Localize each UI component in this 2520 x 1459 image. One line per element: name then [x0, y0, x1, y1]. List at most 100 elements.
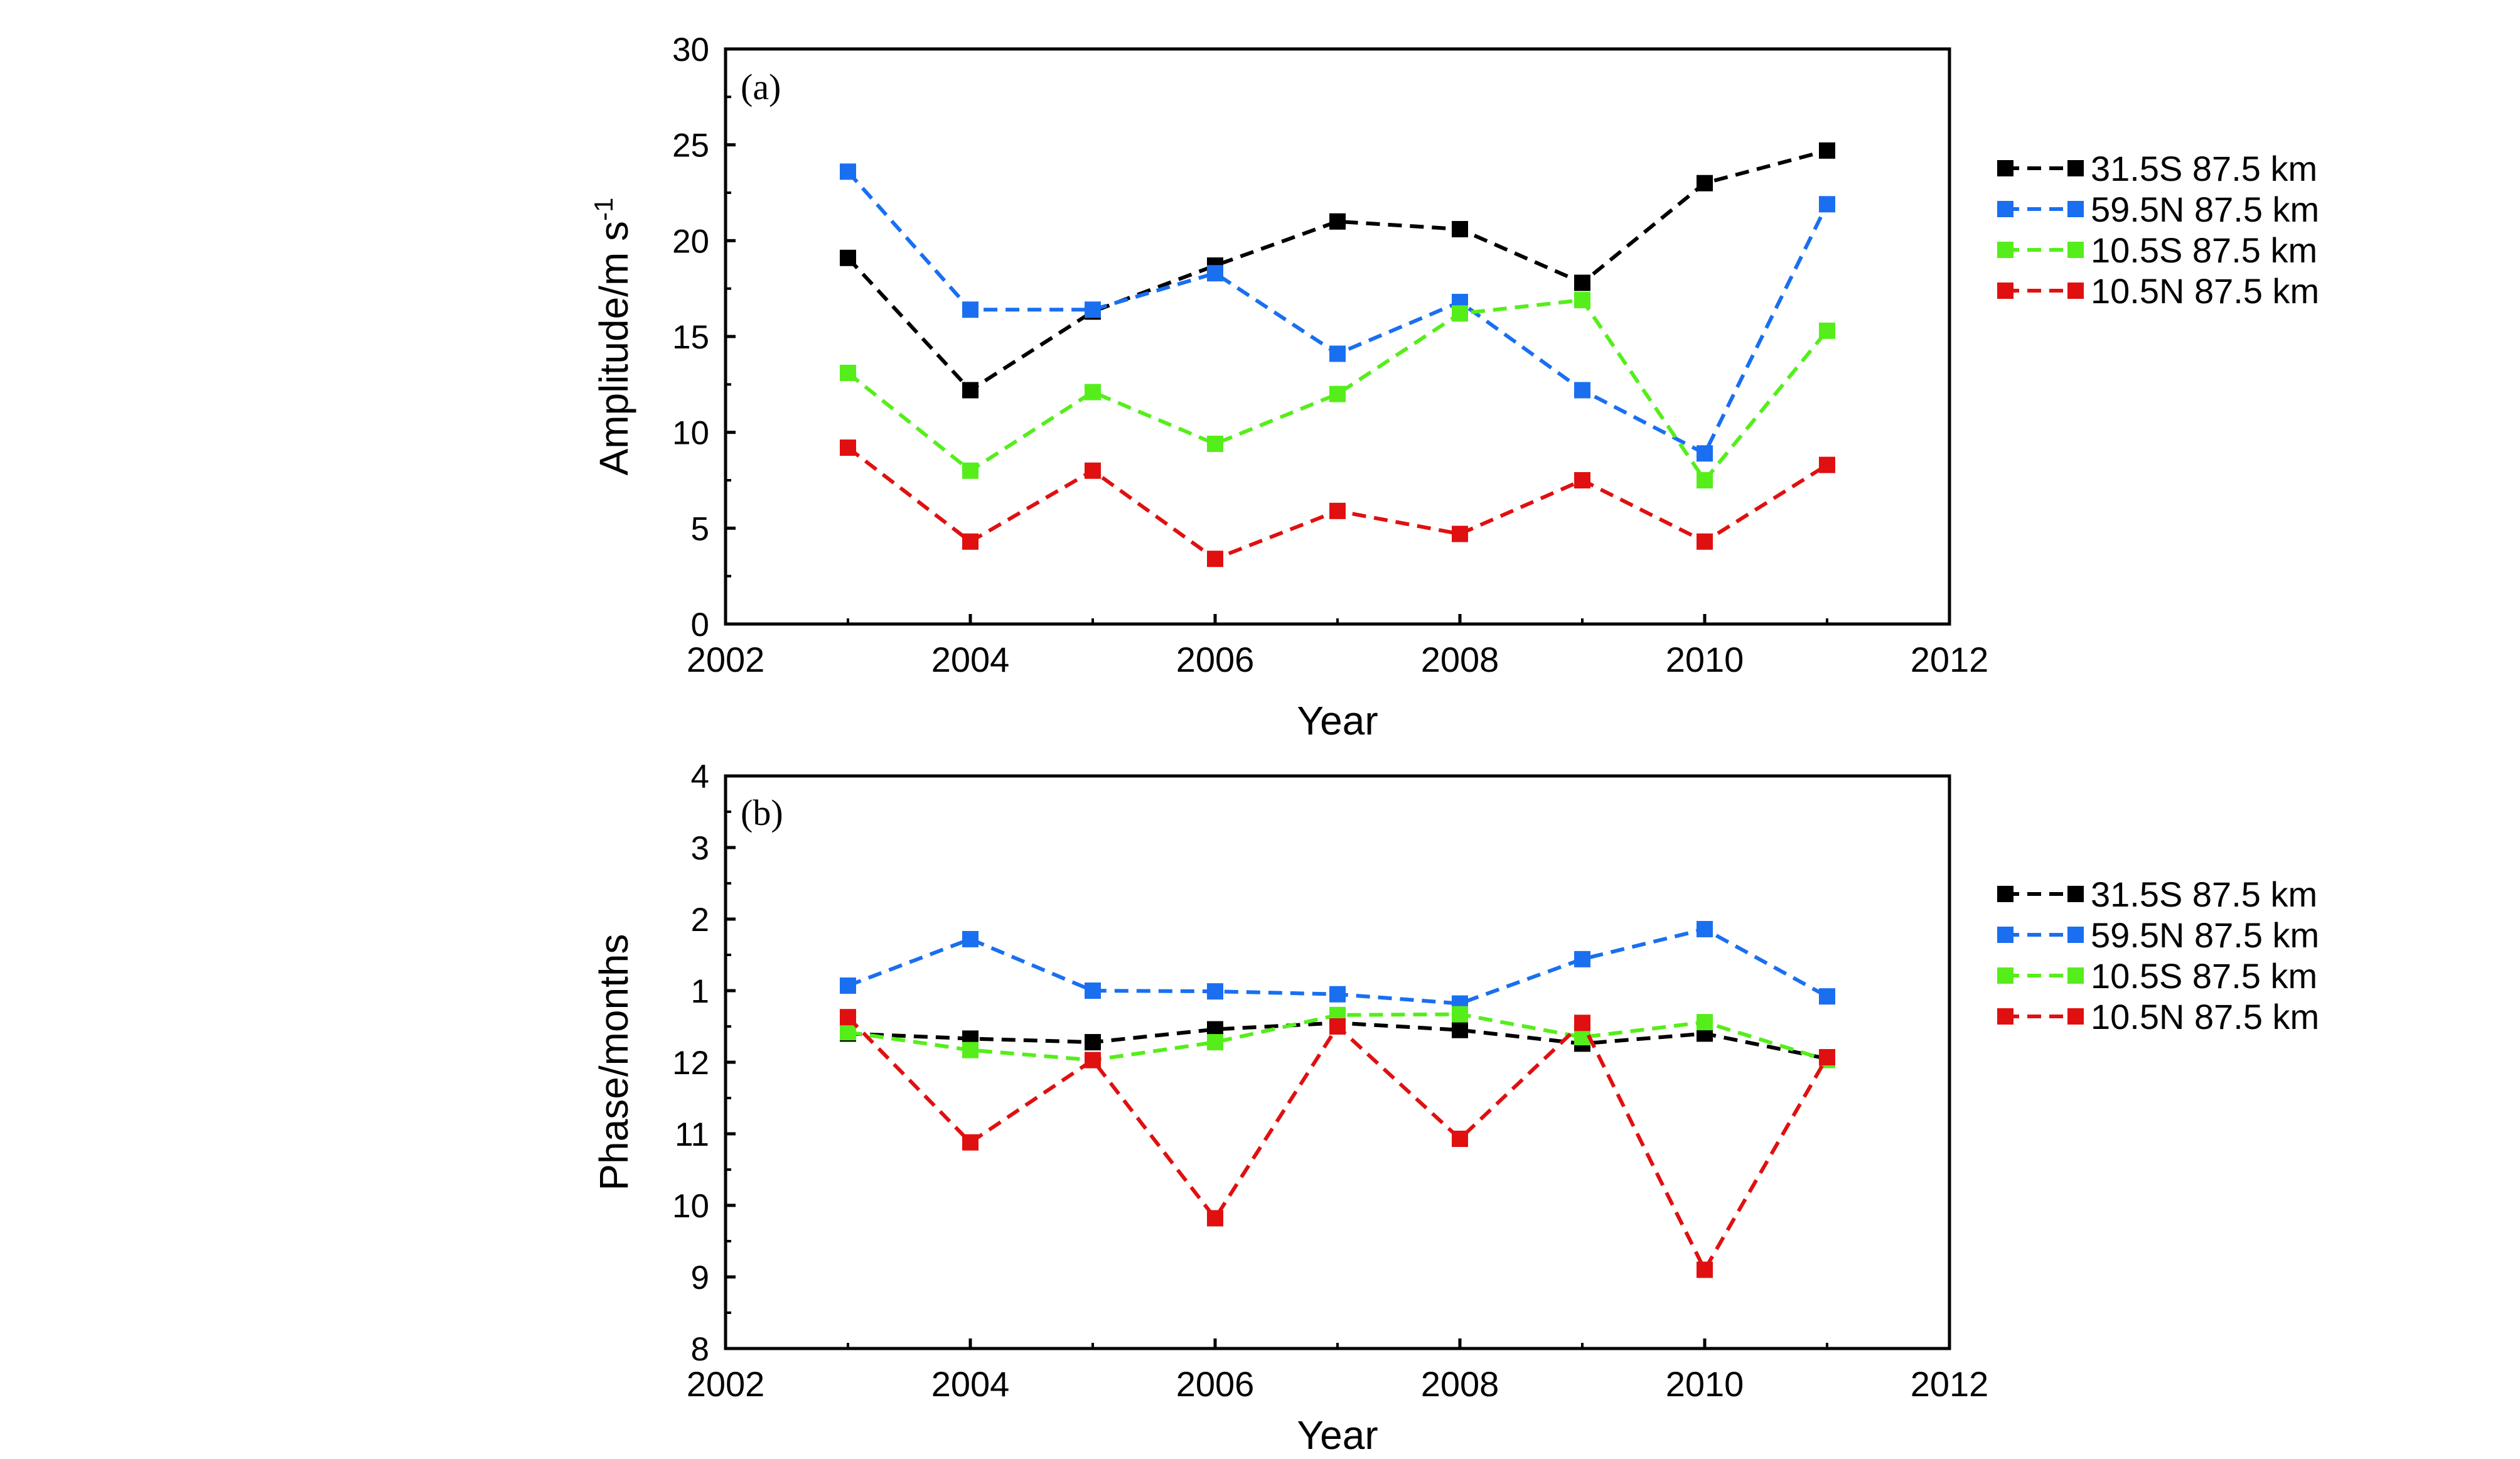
- panel-b-point-59-5n: [1574, 950, 1590, 967]
- panel-a-y-axis-title-superscript: -1: [589, 198, 618, 221]
- panel-b-point-59-5n: [1329, 986, 1346, 1003]
- legend-marker-59-5n: [2067, 201, 2084, 217]
- panel-a-point-59-5n: [1819, 196, 1835, 213]
- panel-b-label: (b): [741, 792, 783, 833]
- panel-b-point-59-5n: [1085, 983, 1101, 999]
- panel-a-label: (a): [741, 67, 781, 107]
- panel-a-ticks: 2002 2004 2006 2008 2010 2012 0 5 10 15 20 25 30: [672, 31, 1988, 679]
- panel-a-y-axis-title-main: Amplitude/m s: [591, 221, 636, 475]
- legend-label-10-5n: 10.5N 87.5 km: [2091, 271, 2319, 311]
- panel-b-point-10-5n: [1819, 1049, 1835, 1066]
- legend-label-59-5n: 59.5N 87.5 km: [2091, 190, 2319, 229]
- panel-a-series-line-10-5s: [847, 298, 1829, 484]
- panel-a-point-10-5s: [962, 462, 979, 479]
- panel-a-point-10-5n: [1574, 472, 1590, 488]
- panel-a-point-59-5n: [1329, 345, 1346, 362]
- panel-b-x-tick-label: 2010: [1666, 1364, 1744, 1404]
- panel-b-point-59-5n: [1697, 920, 1713, 937]
- panel-b-y-axis-title: Phase/months: [591, 934, 636, 1190]
- legend-label-10-5n: 10.5N 87.5 km: [2091, 997, 2319, 1036]
- panel-b-point-10-5n: [1452, 1130, 1468, 1147]
- panel-a-point-10-5s: [1329, 385, 1346, 402]
- panel-a-x-tick-label: 2006: [1176, 640, 1255, 679]
- panel-b-point-10-5n: [1329, 1018, 1346, 1035]
- panel-a-point-10-5n: [1452, 525, 1468, 542]
- panel-a-point-10-5n: [1697, 533, 1713, 550]
- legend-label-31-5s: 31.5S 87.5 km: [2091, 875, 2317, 914]
- panel-a-point-31-5s: [1819, 142, 1835, 159]
- panel-a-x-axis-title: Year: [1297, 698, 1378, 743]
- panel-a-series-marks: [840, 142, 1835, 568]
- panel-a: 2002 2004 2006 2008 2010 2012 0 5 10 15 20 25 30 (a)…: [589, 31, 2319, 743]
- panel-a-point-10-5s: [1085, 384, 1101, 401]
- legend-marker-59-5n: [1997, 927, 2013, 943]
- panel-a-point-10-5s: [1207, 435, 1223, 452]
- panel-a-x-tick-label: 2010: [1666, 640, 1744, 679]
- panel-b-point-10-5s: [1207, 1034, 1223, 1051]
- panel-a-point-10-5n: [962, 533, 979, 550]
- panel-a-y-tick-label: 15: [672, 319, 709, 356]
- legend-marker-10-5s: [2067, 967, 2084, 984]
- panel-b-y-tick-label: 2: [691, 902, 709, 939]
- panel-a-point-31-5s: [1329, 213, 1346, 230]
- panel-a-point-31-5s: [840, 249, 856, 266]
- panel-a-point-59-5n: [962, 301, 979, 318]
- panel-b-point-59-5n: [962, 930, 979, 947]
- panel-b-y-tick-label: 12: [672, 1045, 709, 1082]
- panel-b-series-line-10-5n: [846, 1016, 1829, 1274]
- panel-a-y-axis-title: Amplitude/m s-1: [589, 198, 636, 476]
- panel-a-x-tick-label: 2002: [687, 640, 765, 679]
- panel-a-point-10-5n: [1085, 462, 1101, 479]
- legend-label-10-5s: 10.5S 87.5 km: [2091, 956, 2317, 996]
- panel-b-point-10-5s: [962, 1042, 979, 1058]
- panel-a-point-31-5s: [962, 382, 979, 399]
- panel-a-point-59-5n: [1085, 301, 1101, 318]
- panel-a-point-31-5s: [1574, 274, 1590, 291]
- panel-b-y-tick-label: 1: [691, 973, 709, 1010]
- legend-marker-31-5s: [1997, 886, 2013, 902]
- legend-marker-59-5n: [2067, 927, 2084, 943]
- panel-b-x-tick-label: 2006: [1176, 1364, 1255, 1404]
- panel-a-point-10-5s: [840, 365, 856, 382]
- panel-a-point-59-5n: [840, 163, 856, 180]
- panel-a-y-tick-label: 0: [691, 606, 709, 643]
- panel-b-y-tick-label: 9: [691, 1259, 709, 1296]
- panel-b-point-10-5n: [1085, 1052, 1101, 1069]
- legend-marker-10-5n: [1997, 1008, 2013, 1025]
- legend-marker-31-5s: [1997, 160, 2013, 176]
- panel-b-point-10-5n: [1207, 1210, 1223, 1227]
- panel-b-point-59-5n: [840, 977, 856, 994]
- panel-b-point-10-5n: [840, 1009, 856, 1026]
- panel-b-point-59-5n: [1207, 983, 1223, 1000]
- panel-b-y-tick-label: 10: [672, 1188, 709, 1225]
- legend-marker-10-5n: [2067, 1008, 2084, 1025]
- panel-a-point-10-5s: [1574, 291, 1590, 308]
- legend-marker-31-5s: [2067, 886, 2084, 902]
- panel-a-series-line-31-5s: [846, 148, 1828, 393]
- panel-a-point-59-5n: [1697, 445, 1713, 462]
- panel-a-plot-frame: [724, 47, 1951, 626]
- panel-a-y-tick-label: 25: [672, 127, 709, 164]
- panel-b-series-marks: [840, 920, 1835, 1278]
- panel-b-point-59-5n: [1819, 988, 1835, 1005]
- panel-a-point-10-5n: [840, 439, 856, 456]
- panel-a-y-tick-label: 20: [672, 223, 709, 260]
- panel-a-point-59-5n: [1207, 265, 1223, 282]
- panel-b-x-tick-label: 2012: [1911, 1364, 1989, 1404]
- legend-label-31-5s: 31.5S 87.5 km: [2091, 149, 2317, 188]
- panel-b-point-10-5n: [1574, 1015, 1590, 1031]
- panel-a-point-31-5s: [1697, 175, 1713, 191]
- panel-b-y-tick-label: 8: [691, 1331, 709, 1368]
- panel-a-point-10-5s: [1819, 322, 1835, 339]
- panel-b-x-tick-label: 2008: [1421, 1364, 1499, 1404]
- panel-a-y-tick-label: 10: [672, 415, 709, 452]
- panel-b-point-10-5s: [1697, 1014, 1713, 1031]
- legend-marker-10-5n: [2067, 283, 2084, 299]
- panel-b-point-31-5s: [1085, 1034, 1101, 1051]
- panel-b-y-tick-label: 11: [675, 1116, 709, 1153]
